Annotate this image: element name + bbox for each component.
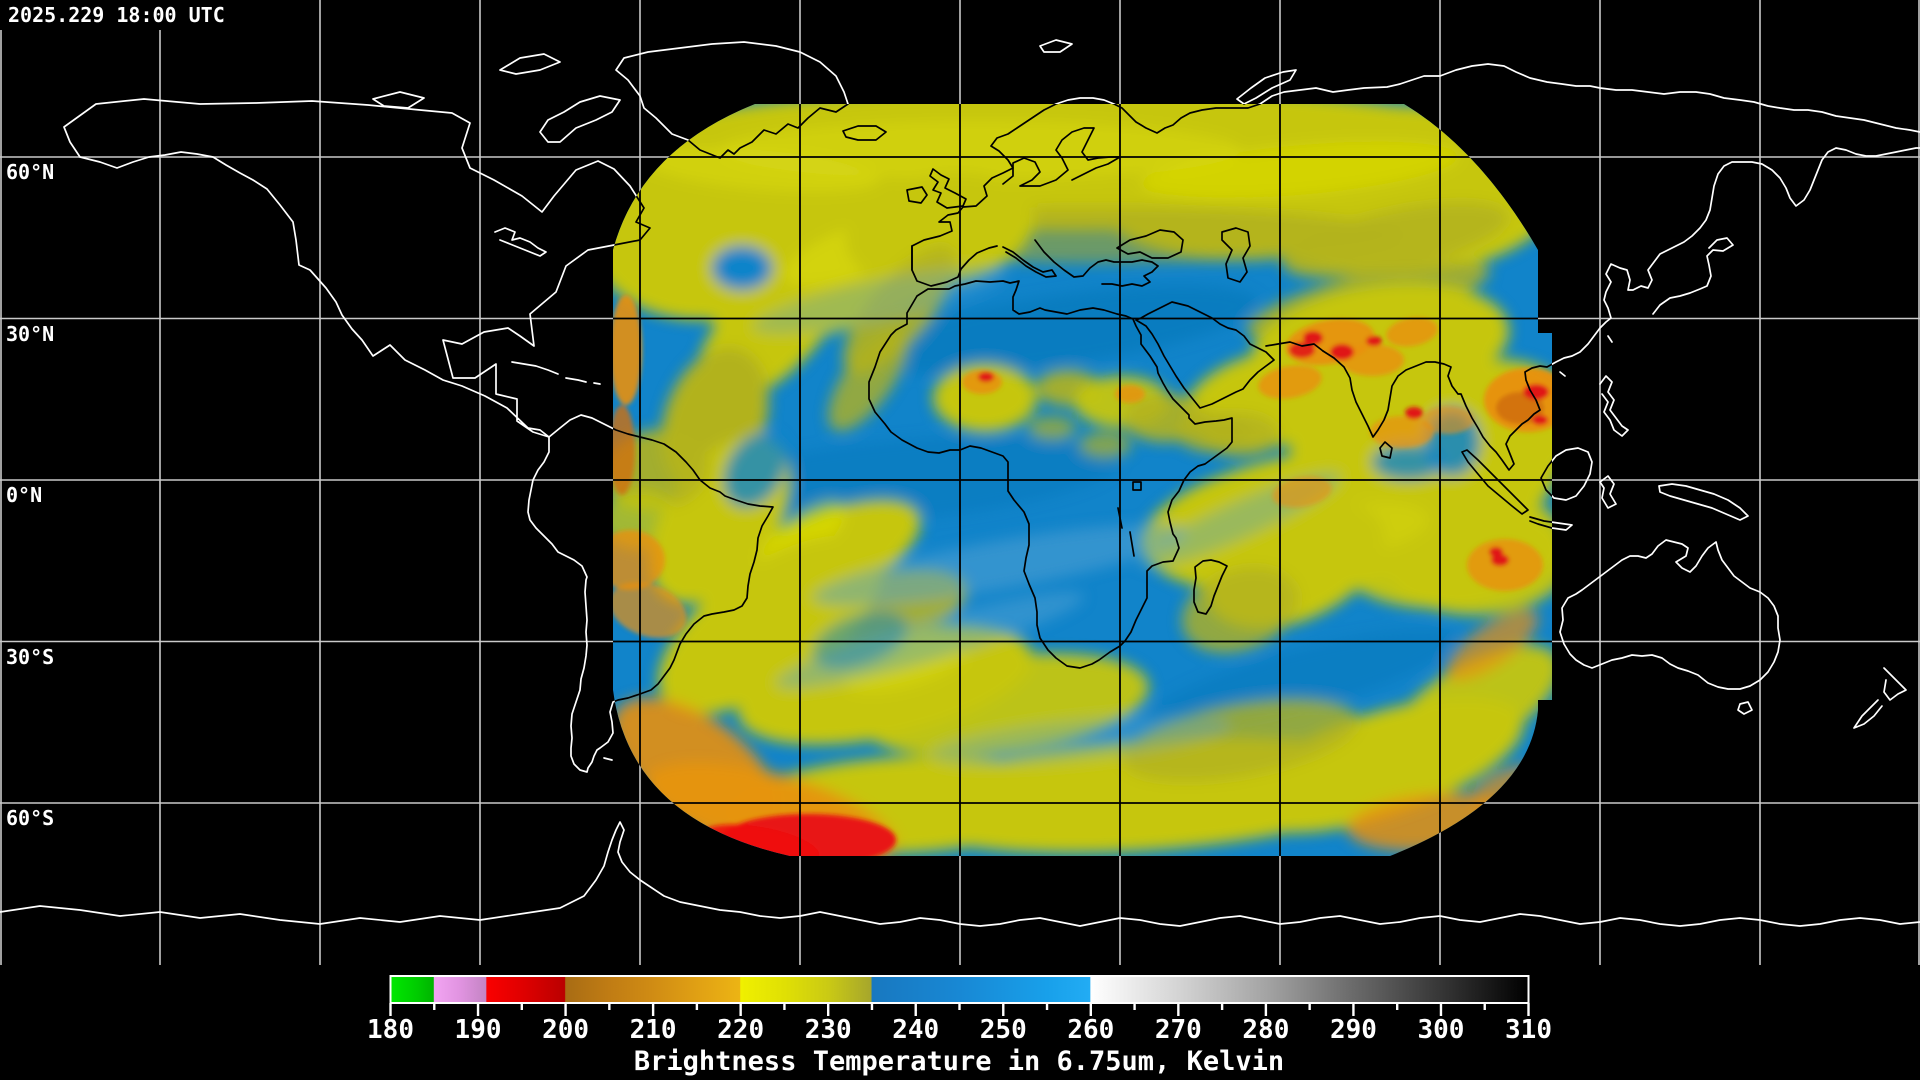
- colorbar-tick-label: 280: [1242, 1015, 1289, 1045]
- colorbar-gradient-bar: [389, 975, 1530, 1004]
- colorbar-legend: 180 190 200 210 220 230 240 250 260 270 280 290 300 3…: [367, 975, 1552, 1077]
- colorbar-tick-label: 270: [1155, 1015, 1202, 1045]
- colorbar-tick-label: 180: [367, 1015, 414, 1045]
- colorbar-tick-label: 240: [892, 1015, 939, 1045]
- colorbar-tick-label: 210: [630, 1015, 677, 1045]
- colorbar-tick-label: 230: [805, 1015, 852, 1045]
- satellite-data-swath: [613, 104, 1552, 856]
- colorbar-caption: Brightness Temperature in 6.75um, Kelvin: [634, 1046, 1284, 1077]
- colorbar-tick-label: 200: [542, 1015, 589, 1045]
- latitude-label-30s: 30°S: [6, 645, 54, 669]
- latitude-label-60n: 60°N: [6, 160, 54, 184]
- graticule-inside-swath: [613, 104, 1552, 856]
- cloud-field-convective-cores: [613, 295, 1552, 856]
- colorbar-tick-label: 300: [1417, 1015, 1464, 1045]
- colorbar-tick-label: 190: [455, 1015, 502, 1045]
- colorbar-tick-label: 260: [1067, 1015, 1114, 1045]
- colorbar-tick-labels: 180 190 200 210 220 230 240 250 260 270 280 290 300 3…: [367, 1015, 1552, 1045]
- latitude-label-60s: 60°S: [6, 806, 54, 830]
- timestamp-label: 2025.229 18:00 UTC: [8, 3, 225, 27]
- colorbar-tick-label: 220: [717, 1015, 764, 1045]
- timestamp-backdrop: [0, 0, 274, 30]
- latitude-label-0n: 0°N: [6, 483, 42, 507]
- colorbar-ticks: [389, 1003, 1530, 1016]
- colorbar-tick-label: 250: [980, 1015, 1027, 1045]
- colorbar-tick-label: 310: [1505, 1015, 1552, 1045]
- colorbar-tick-label: 290: [1330, 1015, 1377, 1045]
- latitude-label-30n: 30°N: [6, 322, 54, 346]
